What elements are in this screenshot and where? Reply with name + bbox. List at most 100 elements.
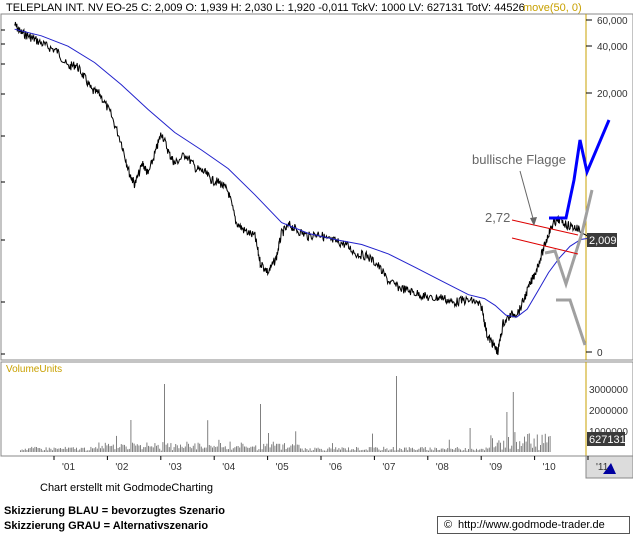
volume-bar (103, 448, 105, 452)
volume-bar (280, 449, 282, 452)
volume-bar (258, 449, 260, 452)
volume-bar (308, 450, 309, 452)
volume-bar (26, 450, 28, 452)
volume-bar (380, 450, 381, 452)
volume-bar (517, 449, 519, 452)
volume-bar (330, 448, 332, 452)
volume-bar (436, 448, 437, 452)
volume-bar (84, 447, 85, 452)
volume-bar (448, 439, 450, 452)
time-axis-tick-label: '03 (169, 462, 182, 473)
price-axis-tick-label: 20,000 (597, 89, 628, 100)
grey-scenario-sketch-upper (544, 189, 594, 289)
volume-bar (122, 444, 124, 452)
volume-bar (240, 442, 242, 452)
volume-bar (388, 450, 389, 452)
volume-bar (541, 434, 543, 452)
volume-bar (253, 446, 255, 452)
volume-bar (237, 446, 239, 452)
volume-bar (149, 446, 151, 452)
volume-bar (176, 445, 178, 452)
volume-bar (335, 447, 337, 452)
volume-bar (416, 449, 418, 452)
volume-bar (32, 448, 34, 452)
flag-label: bullische Flagge (472, 152, 566, 167)
volume-bar (320, 448, 322, 452)
volume-bar (439, 449, 441, 452)
volume-bar (231, 449, 233, 452)
volume-bar (277, 443, 279, 452)
volume-bar (71, 447, 73, 452)
volume-bar (399, 448, 401, 452)
volume-bar (88, 450, 90, 452)
volume-bar (432, 450, 434, 452)
volume-bar (245, 446, 247, 452)
volume-bar (101, 445, 103, 452)
volume-bar (420, 447, 421, 452)
volume-bar (452, 449, 453, 452)
volume-bar (226, 449, 228, 452)
volume-bar (114, 449, 116, 452)
volume-bar (360, 450, 362, 452)
volume-bar (55, 448, 57, 452)
volume-bar (50, 448, 52, 452)
volume-bar (407, 450, 409, 452)
volume-bar (456, 447, 458, 452)
website-url[interactable]: http://www.godmode-trader.de (458, 519, 605, 531)
volume-bar (159, 448, 161, 452)
time-axis-tick-label: '04 (222, 462, 235, 473)
volume-bar (311, 450, 313, 452)
volume-bar (256, 450, 258, 452)
volume-bar (356, 447, 357, 452)
volume-bar (312, 450, 314, 452)
volume-bar (125, 446, 127, 452)
volume-bar (392, 447, 394, 452)
volume-bar (466, 450, 468, 452)
volume-bar (132, 442, 133, 452)
volume-bar (514, 432, 516, 452)
volume-bar (324, 450, 325, 452)
volume-bar (80, 447, 82, 452)
volume-bar (548, 436, 549, 452)
volume-bar (202, 448, 204, 452)
volume-bar (351, 449, 353, 452)
volume-bar (82, 447, 84, 452)
volume-bar (221, 447, 223, 452)
volume-bar (364, 449, 365, 452)
volume-bar (431, 449, 433, 452)
website-link[interactable]: © http://www.godmode-trader.de (437, 516, 630, 534)
volume-bar (378, 449, 380, 452)
volume-bar (293, 445, 295, 452)
volume-bar (90, 446, 92, 452)
volume-bar (87, 450, 89, 452)
volume-bar (384, 449, 386, 452)
volume-bar (263, 443, 265, 452)
volume-bar (536, 434, 538, 452)
volume-bar (314, 447, 316, 452)
volume-bar (175, 444, 177, 452)
volume-bar (359, 450, 361, 452)
volume-bar (458, 448, 460, 452)
volume-bar (450, 448, 452, 452)
volume-bar (116, 435, 117, 452)
volume-bar (319, 448, 321, 452)
price-axis-tick-label: 0 (597, 348, 603, 359)
volume-bar (520, 446, 522, 452)
volume-bar (381, 450, 383, 452)
volume-bar (538, 450, 540, 452)
volume-bar (352, 449, 354, 452)
volume-bar (104, 442, 106, 452)
volume-bar (316, 448, 317, 452)
time-axis-tick-label: '08 (436, 462, 449, 473)
volume-bar (212, 447, 213, 452)
volume-bar (287, 447, 289, 452)
volume-bar (418, 448, 420, 452)
volume-bar (512, 392, 514, 452)
volume-bar (455, 448, 457, 452)
volume-bar (375, 447, 377, 452)
volume-bar (528, 433, 530, 452)
volume-bar (429, 447, 431, 452)
volume-bar (60, 448, 61, 452)
volume-bar (509, 448, 511, 452)
